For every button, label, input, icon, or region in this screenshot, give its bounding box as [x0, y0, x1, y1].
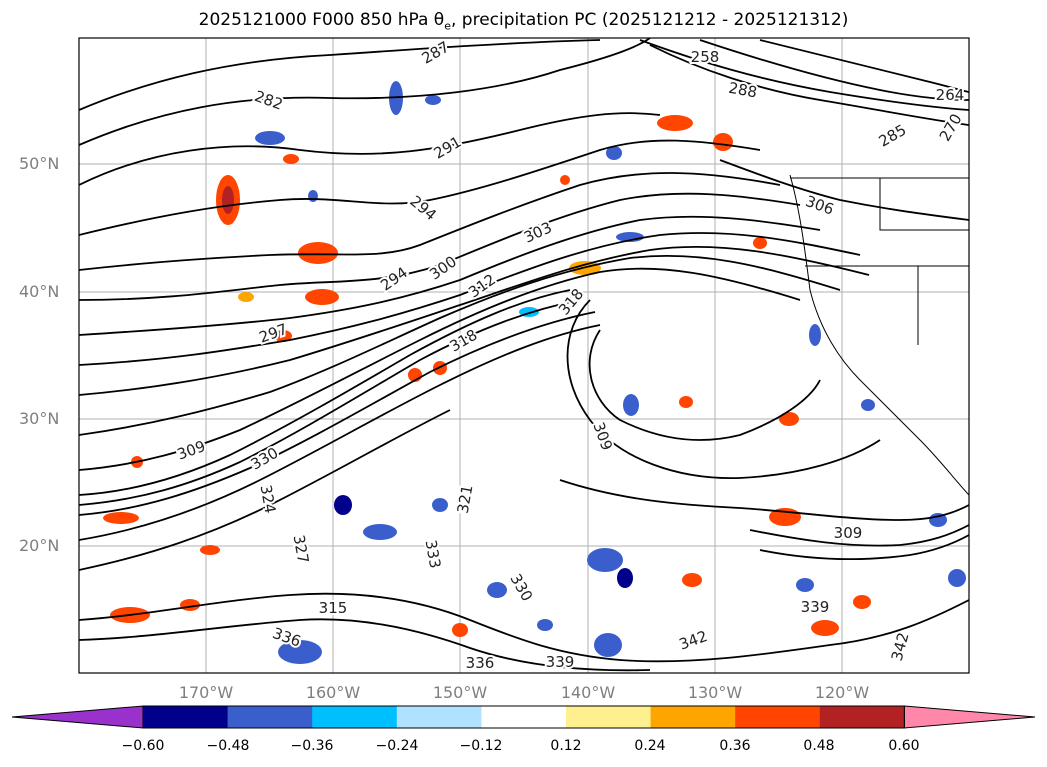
map-background: [79, 38, 969, 673]
contour-label: 315: [319, 599, 348, 617]
colorbar-segment: [143, 706, 229, 728]
colorbar-segment: [396, 706, 482, 728]
lon-label-150w: 150°W: [432, 683, 488, 702]
lon-label-170w: 170°W: [178, 683, 234, 702]
colorbar-segment: [650, 706, 736, 728]
contour-label: 309: [834, 524, 863, 542]
colorbar-segment: [566, 706, 652, 728]
contour-label: 333: [422, 538, 445, 569]
lon-label-130w: 130°W: [687, 683, 743, 702]
lon-label-120w: 120°W: [814, 683, 870, 702]
colorbar-tick-label: −0.12: [459, 738, 503, 754]
lat-label-20n: 20°N: [19, 536, 60, 555]
contour-label: 324: [257, 483, 280, 514]
colorbar-segment: [735, 706, 821, 728]
contour-label: 339: [546, 653, 575, 671]
colorbar-extend-right: [903, 705, 1036, 729]
contour-label: 258: [691, 48, 720, 66]
contour-label: 336: [466, 654, 495, 672]
lat-label-40n: 40°N: [19, 282, 60, 301]
contour-label-halo: 339: [801, 598, 830, 616]
lat-label-50n: 50°N: [19, 154, 60, 173]
colorbar-segment: [227, 706, 313, 728]
lon-label-160w: 160°W: [305, 683, 361, 702]
contour-label-halo: 258: [691, 48, 720, 66]
contour-label: 327: [290, 533, 313, 564]
map-frame: [78, 37, 970, 674]
contour-label-halo: 315: [319, 599, 348, 617]
colorbar-tick-label: −0.48: [206, 738, 250, 754]
lat-label-30n: 30°N: [19, 409, 60, 428]
map-title: 2025121000 F000 850 hPa θe, precipitatio…: [198, 10, 849, 33]
gridlines: [79, 38, 969, 673]
contour-label: 339: [801, 598, 830, 616]
colorbar-tick-label: 0.24: [634, 738, 666, 754]
contour-label-halo: 264: [936, 86, 965, 104]
colorbar-segment: [312, 706, 398, 728]
coastline: [789, 174, 969, 496]
colorbar-tick-label: 0.48: [803, 738, 835, 754]
colorbar-tick-label: 0.36: [719, 738, 751, 754]
colorbar-tick-label: −0.36: [290, 738, 334, 754]
colorbar-frame: [142, 705, 905, 729]
contour-label: 288: [727, 79, 758, 102]
lon-label-140w: 140°W: [560, 683, 616, 702]
colorbar-segment: [481, 706, 567, 728]
colorbar: [11, 705, 1036, 729]
contour-label-halo: 309: [834, 524, 863, 542]
contour-label: 321: [454, 483, 477, 514]
theta-e-contours: [79, 38, 969, 672]
colorbar-tick-label: −0.60: [121, 738, 165, 754]
colorbar-segment: [819, 706, 905, 728]
contour-label-halo: 336: [466, 654, 495, 672]
colorbar-tick-label: 0.60: [888, 738, 920, 754]
colorbar-tick-label: −0.24: [375, 738, 419, 754]
colorbar-tick-label: 0.12: [550, 738, 582, 754]
contour-label-halo: 339: [546, 653, 575, 671]
contour-label: 264: [936, 86, 965, 104]
colorbar-extend-left: [11, 705, 144, 729]
